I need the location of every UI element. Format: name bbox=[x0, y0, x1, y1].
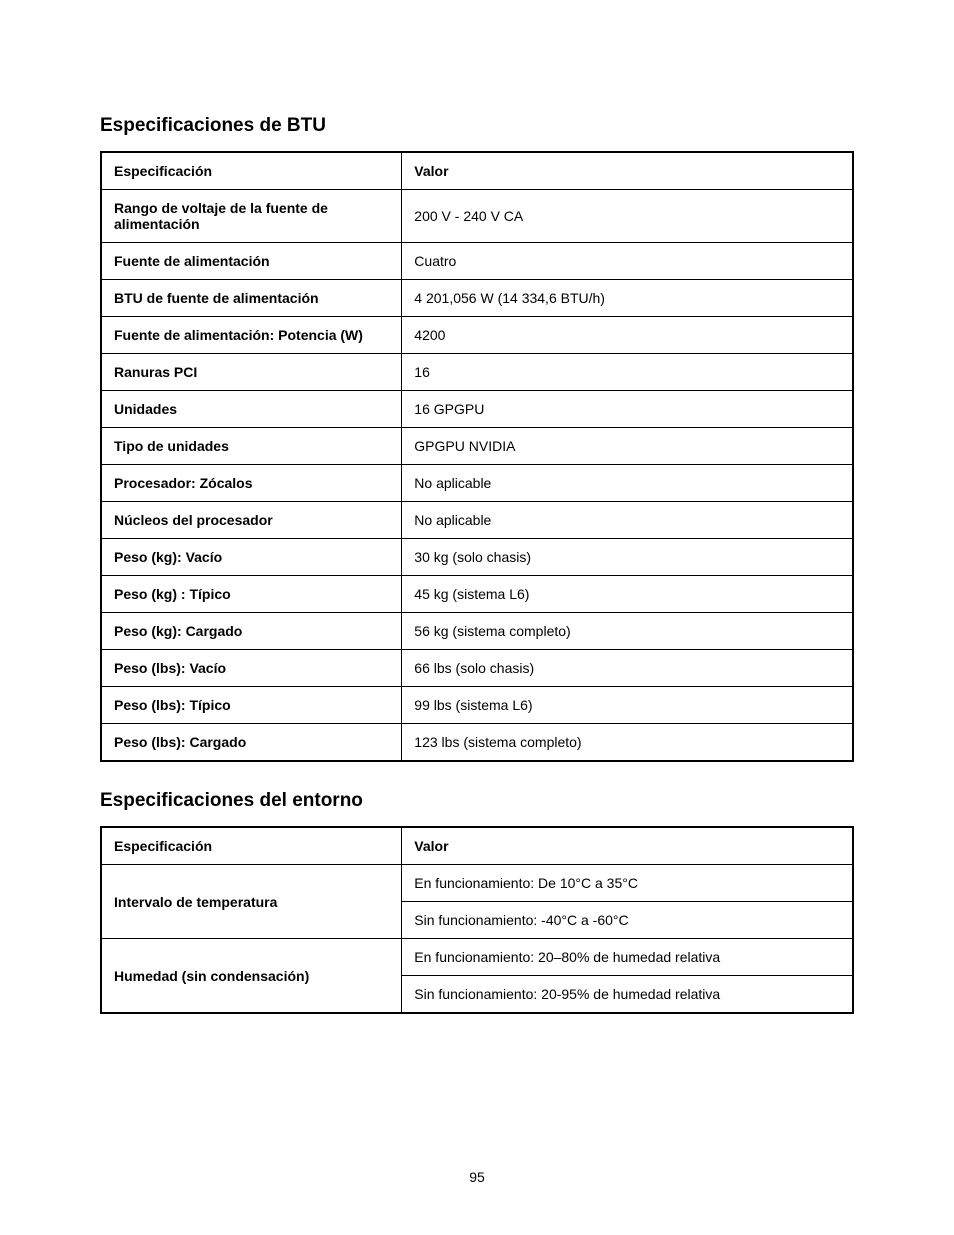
spec-label: Núcleos del procesador bbox=[101, 502, 402, 539]
spec-label: Procesador: Zócalos bbox=[101, 465, 402, 502]
spec-label: Peso (kg): Vacío bbox=[101, 539, 402, 576]
col-header-value: Valor bbox=[402, 152, 853, 190]
table-row: BTU de fuente de alimentación 4 201,056 … bbox=[101, 280, 853, 317]
table-row: Peso (lbs): Vacío 66 lbs (solo chasis) bbox=[101, 650, 853, 687]
spec-label: BTU de fuente de alimentación bbox=[101, 280, 402, 317]
env-spec-table: Especificación Valor Intervalo de temper… bbox=[100, 826, 854, 1014]
spec-label: Humedad (sin condensación) bbox=[101, 939, 402, 1014]
spec-label: Fuente de alimentación bbox=[101, 243, 402, 280]
spec-value: 4 201,056 W (14 334,6 BTU/h) bbox=[402, 280, 853, 317]
table-row: Núcleos del procesador No aplicable bbox=[101, 502, 853, 539]
table-row: Fuente de alimentación: Potencia (W) 420… bbox=[101, 317, 853, 354]
table-row: Rango de voltaje de la fuente de aliment… bbox=[101, 190, 853, 243]
spec-label: Intervalo de temperatura bbox=[101, 865, 402, 939]
table-header-row: Especificación Valor bbox=[101, 827, 853, 865]
table-row: Peso (kg) : Típico 45 kg (sistema L6) bbox=[101, 576, 853, 613]
spec-value: 45 kg (sistema L6) bbox=[402, 576, 853, 613]
section-heading-btu: Especificaciones de BTU bbox=[100, 115, 854, 137]
spec-value: 4200 bbox=[402, 317, 853, 354]
col-header-spec: Especificación bbox=[101, 152, 402, 190]
table-row: Procesador: Zócalos No aplicable bbox=[101, 465, 853, 502]
document-page: Especificaciones de BTU Especificación V… bbox=[0, 0, 954, 1235]
spec-value: 200 V - 240 V CA bbox=[402, 190, 853, 243]
spec-label: Rango de voltaje de la fuente de aliment… bbox=[101, 190, 402, 243]
spec-value: 66 lbs (solo chasis) bbox=[402, 650, 853, 687]
spec-label: Peso (kg): Cargado bbox=[101, 613, 402, 650]
table-row: Fuente de alimentación Cuatro bbox=[101, 243, 853, 280]
spec-value: 16 bbox=[402, 354, 853, 391]
spec-label: Peso (lbs): Cargado bbox=[101, 724, 402, 762]
spec-value: Sin funcionamiento: -40°C a -60°C bbox=[402, 902, 853, 939]
table-row: Unidades 16 GPGPU bbox=[101, 391, 853, 428]
spec-value: 56 kg (sistema completo) bbox=[402, 613, 853, 650]
spec-label: Unidades bbox=[101, 391, 402, 428]
section-heading-env: Especificaciones del entorno bbox=[100, 790, 854, 812]
page-number: 95 bbox=[0, 1169, 954, 1185]
table-header-row: Especificación Valor bbox=[101, 152, 853, 190]
spec-label: Peso (lbs): Vacío bbox=[101, 650, 402, 687]
table-row: Intervalo de temperatura En funcionamien… bbox=[101, 865, 853, 902]
spec-value: No aplicable bbox=[402, 502, 853, 539]
spec-label: Ranuras PCI bbox=[101, 354, 402, 391]
spec-value: 16 GPGPU bbox=[402, 391, 853, 428]
spec-label: Tipo de unidades bbox=[101, 428, 402, 465]
spec-label: Fuente de alimentación: Potencia (W) bbox=[101, 317, 402, 354]
spec-value: 123 lbs (sistema completo) bbox=[402, 724, 853, 762]
spec-value: Cuatro bbox=[402, 243, 853, 280]
col-header-value: Valor bbox=[402, 827, 853, 865]
table-row: Peso (lbs): Cargado 123 lbs (sistema com… bbox=[101, 724, 853, 762]
table-row: Tipo de unidades GPGPU NVIDIA bbox=[101, 428, 853, 465]
table-row: Humedad (sin condensación) En funcionami… bbox=[101, 939, 853, 976]
table-row: Peso (kg): Cargado 56 kg (sistema comple… bbox=[101, 613, 853, 650]
spec-label: Peso (kg) : Típico bbox=[101, 576, 402, 613]
spec-value: En funcionamiento: 20–80% de humedad rel… bbox=[402, 939, 853, 976]
table-row: Peso (lbs): Típico 99 lbs (sistema L6) bbox=[101, 687, 853, 724]
spec-value: GPGPU NVIDIA bbox=[402, 428, 853, 465]
col-header-spec: Especificación bbox=[101, 827, 402, 865]
spec-value: 99 lbs (sistema L6) bbox=[402, 687, 853, 724]
spec-value: 30 kg (solo chasis) bbox=[402, 539, 853, 576]
btu-spec-table: Especificación Valor Rango de voltaje de… bbox=[100, 151, 854, 762]
spec-label: Peso (lbs): Típico bbox=[101, 687, 402, 724]
table-row: Peso (kg): Vacío 30 kg (solo chasis) bbox=[101, 539, 853, 576]
spec-value: Sin funcionamiento: 20-95% de humedad re… bbox=[402, 976, 853, 1014]
spec-value: No aplicable bbox=[402, 465, 853, 502]
spec-value: En funcionamiento: De 10°C a 35°C bbox=[402, 865, 853, 902]
table-row: Ranuras PCI 16 bbox=[101, 354, 853, 391]
